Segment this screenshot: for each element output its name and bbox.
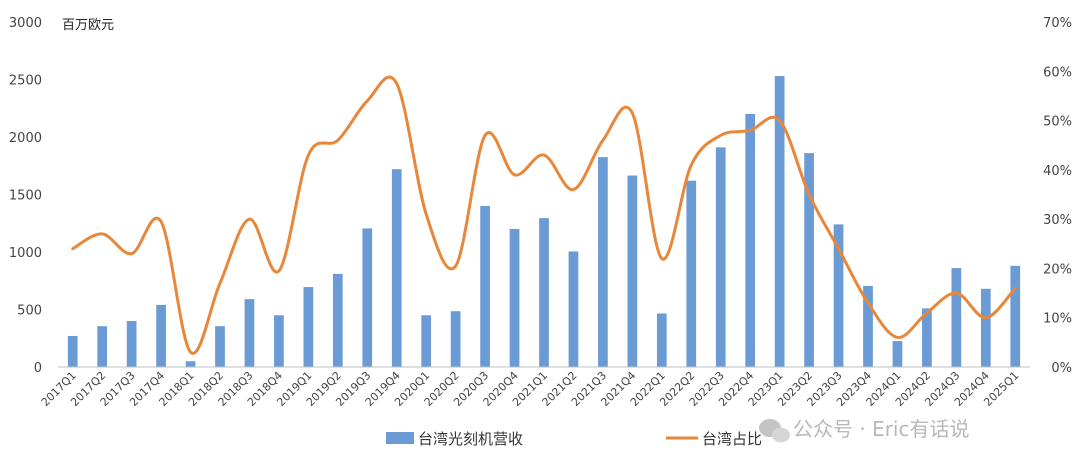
right-tick-label: 50% bbox=[1043, 115, 1072, 130]
left-tick-label: 0 bbox=[34, 361, 42, 376]
bar bbox=[833, 224, 844, 367]
left-tick-label: 2000 bbox=[9, 131, 42, 146]
bar bbox=[715, 147, 726, 367]
bar bbox=[1010, 265, 1021, 367]
right-tick-label: 0% bbox=[1051, 361, 1072, 376]
bar bbox=[598, 157, 608, 367]
right-tick-label: 70% bbox=[1043, 16, 1072, 31]
watermark: 公众号 · Eric有话说 bbox=[759, 417, 969, 443]
bar bbox=[509, 229, 520, 367]
ratio-line bbox=[71, 75, 1017, 355]
bar bbox=[892, 341, 903, 367]
legend-bar-label: 台湾光刻机营收 bbox=[418, 430, 523, 448]
bar bbox=[656, 313, 667, 367]
bar bbox=[745, 114, 756, 367]
wechat-icon bbox=[759, 419, 790, 443]
bar bbox=[951, 268, 962, 367]
legend-bar-swatch bbox=[386, 432, 414, 444]
bar bbox=[568, 251, 579, 367]
bar bbox=[303, 287, 314, 367]
bar bbox=[274, 315, 284, 367]
right-tick-label: 20% bbox=[1043, 262, 1072, 277]
bar bbox=[450, 311, 461, 367]
bar bbox=[332, 273, 343, 367]
bar-series bbox=[67, 76, 1021, 368]
bar bbox=[774, 76, 785, 368]
y-axis-unit-label: 百万欧元 bbox=[62, 18, 114, 33]
bar bbox=[980, 288, 991, 367]
left-tick-label: 2500 bbox=[9, 74, 42, 89]
bar bbox=[185, 361, 196, 367]
bar bbox=[627, 175, 638, 367]
right-axis-ticks: 0% 10% 20% 30% 40% 50% 60% 70% bbox=[1043, 16, 1072, 376]
bar bbox=[215, 326, 225, 367]
bar bbox=[480, 206, 490, 367]
left-tick-label: 3000 bbox=[9, 16, 42, 31]
left-tick-label: 500 bbox=[17, 304, 42, 319]
x-axis-ticks: 2017Q12017Q22017Q32017Q42018Q12018Q22018… bbox=[39, 369, 1022, 409]
legend: 台湾光刻机营收 台湾占比 bbox=[386, 430, 762, 448]
bar bbox=[539, 218, 549, 367]
right-tick-label: 40% bbox=[1043, 164, 1072, 179]
bar bbox=[67, 335, 78, 367]
bar bbox=[126, 321, 137, 367]
left-tick-label: 1500 bbox=[9, 189, 42, 204]
bar bbox=[922, 308, 932, 367]
bar bbox=[804, 153, 814, 367]
bar bbox=[244, 299, 255, 367]
bar bbox=[97, 326, 108, 367]
right-tick-label: 60% bbox=[1043, 65, 1072, 80]
legend-line-label: 台湾占比 bbox=[702, 430, 762, 448]
watermark-text: 公众号 · Eric有话说 bbox=[793, 417, 969, 441]
bar bbox=[362, 228, 373, 367]
left-tick-label: 1000 bbox=[9, 246, 42, 261]
bar bbox=[686, 180, 697, 367]
right-tick-label: 10% bbox=[1043, 312, 1072, 327]
bar bbox=[391, 169, 402, 367]
bar bbox=[863, 285, 873, 367]
left-axis-ticks: 0 500 1000 1500 2000 2500 3000 bbox=[9, 16, 42, 376]
bar bbox=[421, 315, 432, 367]
right-tick-label: 30% bbox=[1043, 213, 1072, 228]
bar bbox=[156, 304, 166, 367]
